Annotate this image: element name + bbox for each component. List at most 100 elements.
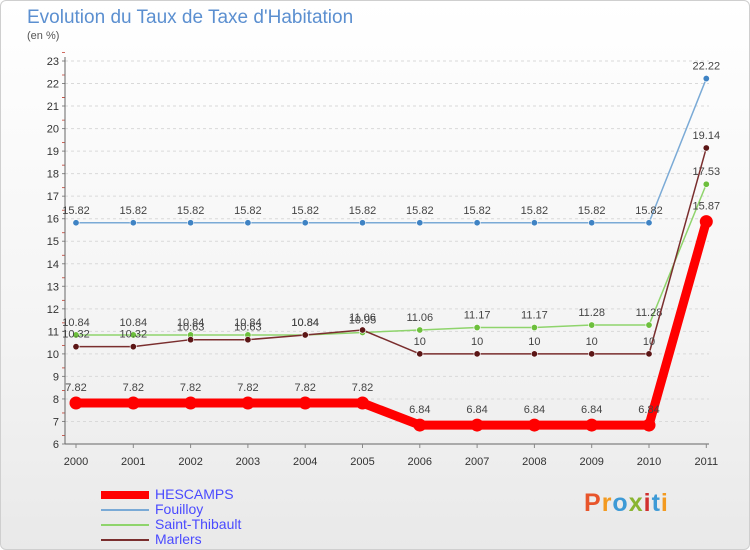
x-tick-label: 2005 <box>350 456 374 468</box>
y-tick-label: 17 <box>47 191 59 203</box>
y-tick-label: 19 <box>47 146 59 158</box>
series-line <box>71 217 711 430</box>
data-point <box>473 219 481 227</box>
data-point <box>645 219 653 227</box>
data-point <box>72 219 80 227</box>
data-point <box>416 350 424 358</box>
data-point <box>358 219 366 227</box>
data-label: 7.82 <box>180 382 201 394</box>
logo-letter: P <box>584 489 602 517</box>
x-tick-label: 2010 <box>637 456 661 468</box>
data-label: 11.06 <box>406 312 433 324</box>
x-tick-label: 2001 <box>121 456 145 468</box>
data-point <box>129 219 137 227</box>
data-label: 11.17 <box>521 310 548 322</box>
data-label: 7.82 <box>65 382 86 394</box>
data-label: 6.84 <box>638 404 659 416</box>
x-tick-label: 2002 <box>178 456 202 468</box>
data-label: 10.84 <box>62 317 90 329</box>
data-point <box>470 418 484 432</box>
series-saint-thibault: 10.84 10.84 10.84 10.84 10.84 10.95 11.06 11.17… <box>62 166 721 339</box>
data-label: 10.84 <box>291 317 319 329</box>
data-label: 6.84 <box>409 404 430 416</box>
logo-letter: o <box>612 489 629 517</box>
y-tick-label: 13 <box>47 281 59 293</box>
data-label: 17.53 <box>693 166 721 178</box>
data-label: 10 <box>643 336 655 348</box>
data-label: 15.82 <box>291 205 319 217</box>
series-line <box>75 147 708 355</box>
data-point <box>126 396 140 410</box>
series-line <box>75 183 708 336</box>
data-point <box>298 396 312 410</box>
data-point <box>244 336 252 344</box>
data-point <box>588 219 596 227</box>
data-point <box>530 350 538 358</box>
data-point <box>413 418 427 432</box>
x-tick-label: 2011 <box>694 456 718 468</box>
data-point <box>699 215 713 229</box>
y-tick-label: 12 <box>47 304 59 316</box>
y-tick-label: 21 <box>47 101 59 113</box>
y-tick-label: 16 <box>47 214 59 226</box>
legend-swatch <box>101 524 149 526</box>
chart-title: Evolution du Taux de Taxe d'Habitation <box>27 7 354 28</box>
data-label: 10.84 <box>234 317 262 329</box>
data-label: 19.14 <box>693 130 721 142</box>
y-tick-label: 6 <box>53 439 59 451</box>
data-point <box>301 219 309 227</box>
x-tick-label: 2003 <box>236 456 260 468</box>
y-tick-label: 22 <box>47 79 59 91</box>
data-point <box>702 180 710 188</box>
y-tick-label: 10 <box>47 349 59 361</box>
data-point <box>69 396 83 410</box>
legend-swatch <box>101 509 149 511</box>
y-tick-label: 9 <box>53 371 59 383</box>
logo-letter: i <box>660 489 669 517</box>
x-tick-label: 2000 <box>64 456 88 468</box>
legend-swatch <box>101 491 149 499</box>
legend-label: Saint-Thibault <box>155 516 242 532</box>
proxiti-logo: Proxiti <box>584 489 669 518</box>
data-label: 7.82 <box>237 382 258 394</box>
data-point <box>585 418 599 432</box>
data-point <box>416 219 424 227</box>
series-fouilloy: 15.82 15.82 15.82 15.82 15.82 15.82 15.82 15.82… <box>62 61 720 227</box>
y-tick-label: 14 <box>47 259 59 271</box>
data-point <box>642 418 656 432</box>
data-label: 6.84 <box>524 404 545 416</box>
data-point <box>301 331 309 339</box>
data-label: 10 <box>414 336 426 348</box>
data-point <box>241 396 255 410</box>
data-label: 6.84 <box>581 404 602 416</box>
data-label: 10.63 <box>177 322 205 334</box>
y-tick-label: 15 <box>47 236 59 248</box>
data-label: 11.28 <box>636 307 663 319</box>
x-tick-label: 2004 <box>293 456 317 468</box>
data-point <box>645 321 653 329</box>
data-label: 10.32 <box>62 329 90 341</box>
data-label: 10 <box>471 336 483 348</box>
data-label: 15.82 <box>463 205 491 217</box>
data-label: 7.82 <box>352 382 373 394</box>
data-label: 10.95 <box>349 314 377 326</box>
data-point <box>187 219 195 227</box>
data-label: 7.82 <box>294 382 315 394</box>
logo-letter: t <box>651 489 661 517</box>
data-point <box>473 324 481 332</box>
y-tick-label: 11 <box>48 326 59 338</box>
logo-letter: i <box>643 489 652 517</box>
data-label: 10.84 <box>177 317 205 329</box>
data-point <box>72 343 80 351</box>
logo-letter: x <box>628 489 644 517</box>
data-label: 11.28 <box>578 307 605 319</box>
data-label: 15.82 <box>349 205 377 217</box>
y-tick-label: 23 <box>47 56 59 68</box>
data-label: 11.06 <box>349 312 376 324</box>
data-label: 15.82 <box>62 205 90 217</box>
data-point <box>416 326 424 334</box>
series-hescamps: 7.82 7.82 7.82 7.82 7.82 7.82 6.84 6.84 6.84 6.84… <box>65 201 720 432</box>
